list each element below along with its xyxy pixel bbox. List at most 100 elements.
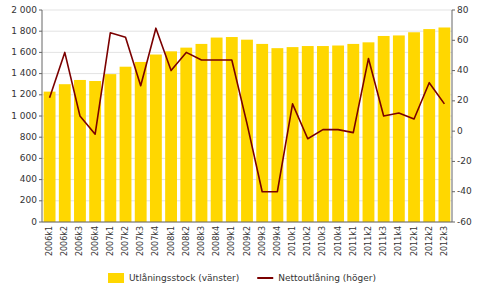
x-tick-label: 2011k4 <box>394 226 403 256</box>
x-tick-label: 2007k1 <box>106 226 115 256</box>
y2-tick <box>452 70 455 71</box>
bar <box>287 47 299 222</box>
legend-label: Utlåningsstock (vänster) <box>129 273 239 283</box>
y2-tick-label: 60 <box>457 35 469 45</box>
legend-item: Nettoutlåning (höger) <box>257 273 376 283</box>
legend: Utlåningsstock (vänster) Nettoutlåning (h… <box>108 273 376 284</box>
x-tick-label: 2011k3 <box>379 226 388 256</box>
y2-tick <box>452 131 455 132</box>
x-axis-line <box>42 222 452 223</box>
chart-container: 02004006008001 0001 2001 4001 6001 8002 … <box>0 0 484 290</box>
bar <box>59 84 71 222</box>
bar <box>256 44 268 222</box>
x-tick-label: 2009k1 <box>227 226 236 256</box>
line <box>50 28 445 192</box>
y-tick <box>39 137 42 138</box>
y-tick-label: 400 <box>20 174 37 184</box>
y2-tick <box>452 40 455 41</box>
bar <box>241 40 253 222</box>
bar <box>120 67 132 222</box>
y-tick <box>39 158 42 159</box>
bar <box>423 29 435 222</box>
bar <box>211 38 223 222</box>
grid-line <box>42 31 452 32</box>
bar <box>363 42 375 222</box>
bar <box>226 37 238 222</box>
y-tick <box>39 31 42 32</box>
x-tick-label: 2010k3 <box>318 226 327 256</box>
bar <box>271 48 283 222</box>
bar <box>150 55 162 222</box>
y2-tick-label: 0 <box>457 126 463 136</box>
y2-tick-label: -20 <box>457 156 472 166</box>
x-tick-label: 2008k3 <box>197 226 206 256</box>
y-tick-label: 1 600 <box>11 47 37 57</box>
x-tick-label: 2008k4 <box>212 226 221 256</box>
y-tick <box>39 116 42 117</box>
x-tick-label: 2011k2 <box>364 226 373 256</box>
y-tick-label: 1 400 <box>11 68 37 78</box>
y-tick <box>39 10 42 11</box>
grid-line <box>42 222 452 223</box>
bar <box>196 44 208 222</box>
y2-tick <box>452 100 455 101</box>
bar <box>180 48 192 222</box>
bar <box>44 92 56 222</box>
y2-axis-line <box>452 10 453 222</box>
axes: 02004006008001 0001 2001 4001 6001 8002 … <box>11 5 472 257</box>
bar <box>393 35 405 222</box>
legend-swatch <box>108 273 124 283</box>
x-tick-label: 2007k4 <box>151 226 160 256</box>
y-tick-label: 200 <box>20 195 37 205</box>
x-tick-label: 2011k1 <box>349 226 358 256</box>
x-tick-label: 2010k4 <box>334 226 343 256</box>
legend-item: Utlåningsstock (vänster) <box>108 273 239 284</box>
y2-tick <box>452 161 455 162</box>
y2-tick <box>452 222 455 223</box>
bar <box>378 36 390 222</box>
y2-tick-label: 80 <box>457 5 469 15</box>
x-tick-label: 2012k1 <box>410 226 419 256</box>
y-tick-label: 1 000 <box>11 111 37 121</box>
x-tick-label: 2012k2 <box>425 226 434 256</box>
y-tick-label: 2 000 <box>11 5 37 15</box>
grid <box>42 10 452 222</box>
bar <box>302 46 314 222</box>
y2-tick-label: -40 <box>457 186 472 196</box>
x-tick-label: 2006k4 <box>91 226 100 256</box>
x-tick-label: 2007k3 <box>136 226 145 256</box>
y-tick-label: 1 200 <box>11 89 37 99</box>
grid-line <box>42 10 452 11</box>
bar <box>332 46 344 222</box>
x-tick-label: 2010k1 <box>288 226 297 256</box>
marks <box>44 27 451 222</box>
x-tick-label: 2009k4 <box>273 226 282 256</box>
y2-tick-label: 20 <box>457 95 469 105</box>
y-tick <box>39 222 42 223</box>
x-tick-label: 2006k2 <box>60 226 69 256</box>
y2-tick <box>452 191 455 192</box>
y-tick-label: 800 <box>20 132 37 142</box>
y-tick <box>39 52 42 53</box>
bar <box>408 32 420 222</box>
y-tick-label: 600 <box>20 153 37 163</box>
bar <box>165 51 177 222</box>
x-tick-label: 2009k2 <box>243 226 252 256</box>
y2-tick-label: -60 <box>457 217 472 227</box>
y-tick <box>39 94 42 95</box>
y-tick <box>39 179 42 180</box>
x-tick-label: 2012k3 <box>440 226 449 256</box>
x-tick-label: 2008k1 <box>167 226 176 256</box>
y2-tick-label: 40 <box>457 65 469 75</box>
x-tick-label: 2009k3 <box>258 226 267 256</box>
y2-tick <box>452 10 455 11</box>
y-tick-label: 1 800 <box>11 26 37 36</box>
x-tick-label: 2010k2 <box>303 226 312 256</box>
y-tick-label: 0 <box>31 217 37 227</box>
bar <box>317 46 329 222</box>
x-tick-label: 2006k3 <box>75 226 84 256</box>
legend-label: Nettoutlåning (höger) <box>278 273 376 283</box>
legend-swatch <box>257 277 273 279</box>
x-tick-label: 2007k2 <box>121 226 130 256</box>
x-tick-label: 2008k2 <box>182 226 191 256</box>
